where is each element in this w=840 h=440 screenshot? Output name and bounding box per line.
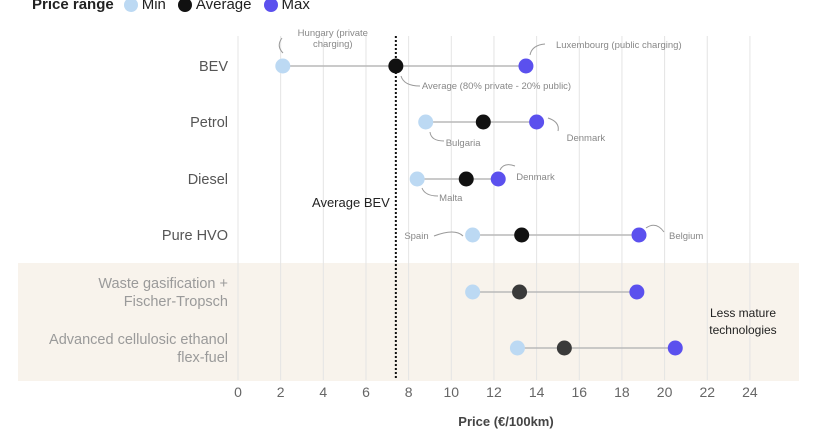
annotation-arrow-0	[278, 37, 284, 54]
category-label-1-0: Petrol	[190, 115, 228, 131]
dot-min-0	[275, 58, 291, 74]
dot-average-1	[475, 114, 491, 130]
dot-min-3	[465, 227, 481, 243]
dot-average-0	[388, 58, 404, 74]
dot-min-5	[509, 340, 525, 356]
annotation-arrow-6	[499, 164, 516, 171]
category-label-2-0: Diesel	[188, 172, 228, 188]
dot-max-5	[667, 340, 683, 356]
legend-item-average: Average	[177, 0, 252, 13]
x-tick-label-14: 14	[529, 384, 545, 400]
legend-swatch-min	[123, 0, 138, 12]
annotation-arrow-8	[645, 224, 665, 233]
category-label-0-0: BEV	[199, 59, 228, 75]
legend-title: Price range	[32, 0, 114, 13]
category-label-4-0: Waste gasification +	[98, 276, 228, 292]
annotation-arrow-7	[433, 231, 464, 237]
category-label-3-0: Pure HVO	[162, 228, 228, 244]
average-bev-label: Average BEV	[312, 195, 390, 210]
legend-label-min: Min	[141, 0, 166, 13]
annotation-7-line-0: Spain	[404, 231, 428, 242]
dot-average-3	[514, 227, 530, 243]
x-tick-label-6: 6	[362, 384, 370, 400]
x-tick-label-10: 10	[444, 384, 460, 400]
dot-average-5	[556, 340, 572, 356]
legend-label-average: Average	[195, 0, 252, 13]
annotation-6-line-0: Denmark	[516, 172, 555, 183]
annotation-0-line-0: Hungary (private	[298, 28, 368, 39]
annotation-arrow-1	[529, 43, 546, 56]
legend-item-min: Min	[123, 0, 166, 13]
dot-max-4	[629, 284, 645, 300]
x-tick-label-18: 18	[614, 384, 630, 400]
x-tick-label-0: 0	[234, 384, 242, 400]
legend-label-max: Max	[281, 0, 310, 13]
x-tick-label-4: 4	[319, 384, 327, 400]
dot-min-4	[465, 284, 481, 300]
annotation-4-line-0: Denmark	[567, 133, 606, 144]
dot-average-2	[458, 171, 474, 187]
dot-min-1	[418, 114, 434, 130]
x-tick-label-24: 24	[742, 384, 758, 400]
legend-swatch-max	[263, 0, 278, 12]
x-tick-label-12: 12	[486, 384, 502, 400]
less-mature-label-line1: Less mature	[710, 306, 776, 320]
dot-max-3	[631, 227, 647, 243]
x-tick-label-22: 22	[699, 384, 715, 400]
category-label-5-0: Advanced cellulosic ethanol	[49, 332, 228, 348]
category-label-5-1: flex-fuel	[177, 350, 228, 366]
category-label-4-1: Fischer-Tropsch	[124, 294, 228, 310]
annotation-0-line-1: charging)	[313, 39, 353, 50]
dot-min-2	[409, 171, 425, 187]
dot-max-0	[518, 58, 534, 74]
x-tick-label-16: 16	[571, 384, 587, 400]
annotation-3-line-0: Bulgaria	[446, 138, 482, 149]
annotation-arrow-2	[400, 75, 421, 87]
dot-average-4	[512, 284, 528, 300]
dot-max-1	[529, 114, 545, 130]
annotation-arrow-4	[547, 117, 559, 132]
legend-swatch-average	[177, 0, 192, 12]
x-tick-label-20: 20	[657, 384, 673, 400]
legend: Price range Min Average Max	[32, 0, 316, 13]
annotation-arrow-3	[429, 131, 445, 142]
annotation-2-line-0: Average (80% private - 20% public)	[422, 81, 571, 92]
annotation-1-line-0: Luxembourg (public charging)	[556, 40, 682, 51]
dot-max-2	[490, 171, 506, 187]
annotation-8-line-0: Belgium	[669, 231, 703, 242]
annotation-arrow-5	[421, 187, 439, 197]
legend-item-max: Max	[263, 0, 310, 13]
x-tick-label-8: 8	[405, 384, 413, 400]
x-axis-label: Price (€/100km)	[458, 414, 553, 429]
less-mature-label-line2: technologies	[709, 323, 776, 337]
annotation-5-line-0: Malta	[439, 193, 463, 204]
x-tick-label-2: 2	[277, 384, 285, 400]
